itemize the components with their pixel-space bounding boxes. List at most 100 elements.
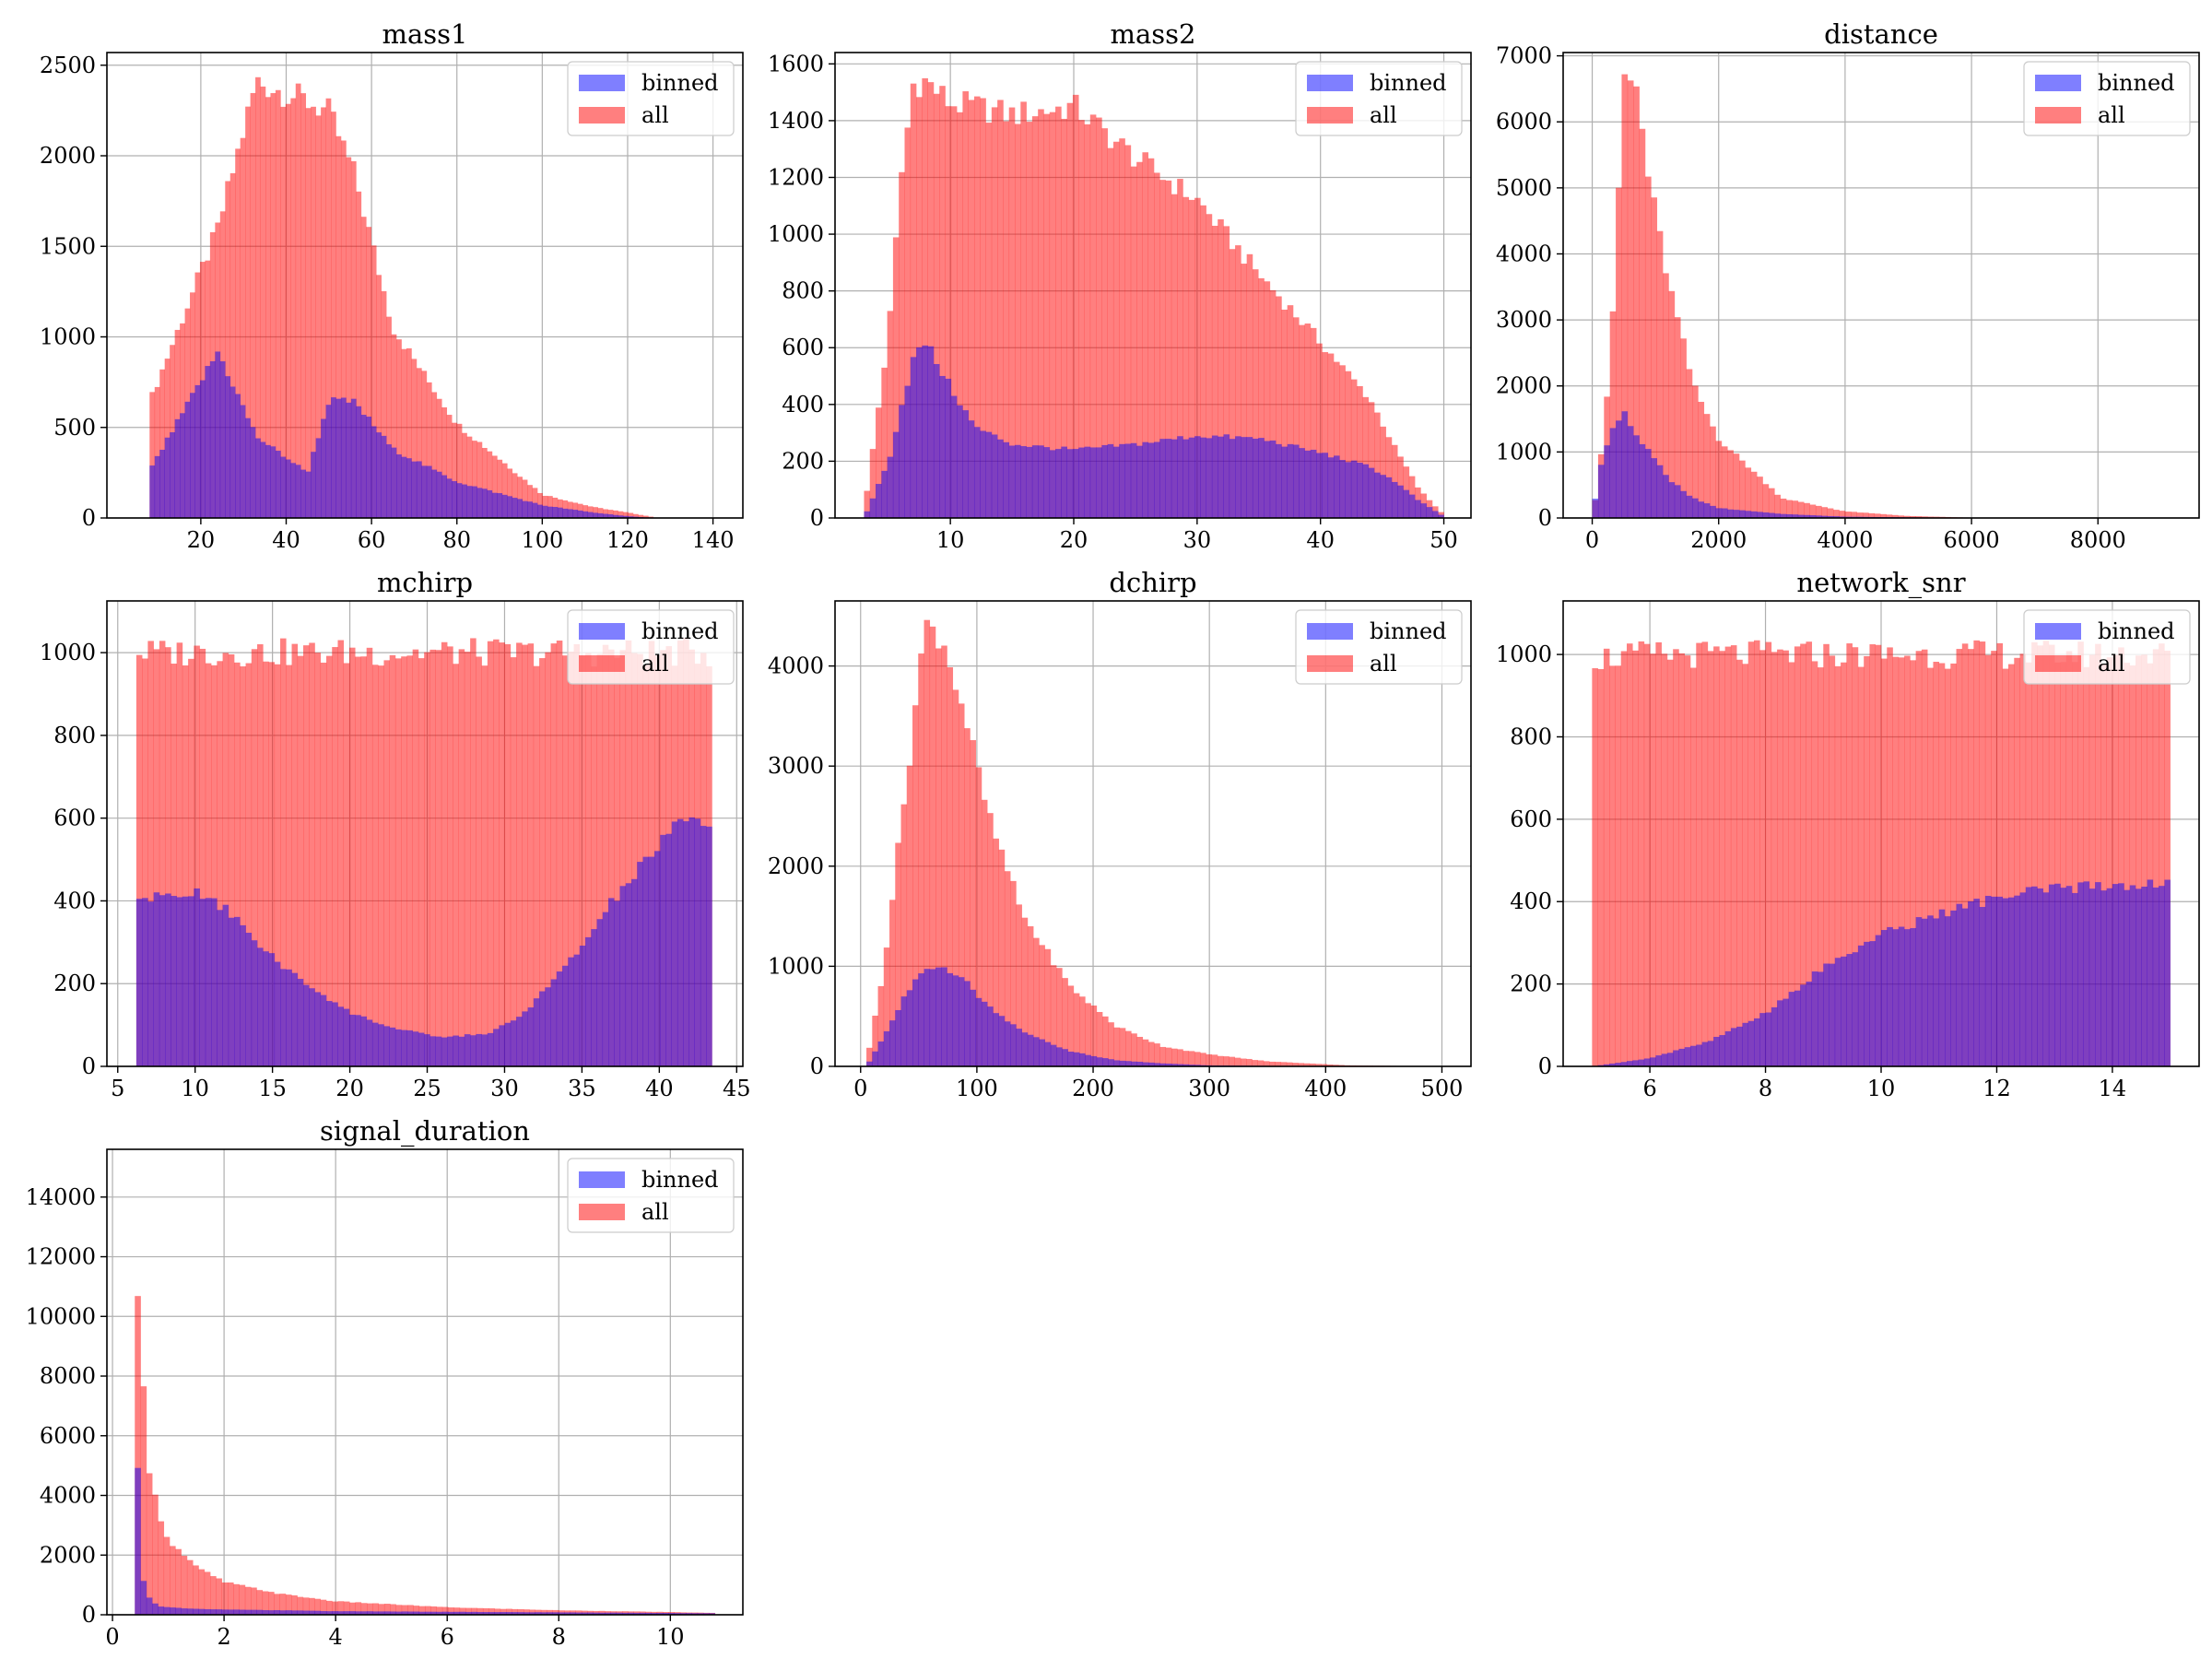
bar-all (1043, 113, 1051, 518)
bar-all (325, 98, 332, 518)
bar-all (487, 451, 493, 518)
x-tick-label: 500 (1421, 1076, 1464, 1101)
bar-binned (1188, 1065, 1195, 1066)
bar-all (2106, 657, 2113, 1066)
bar-all (1690, 667, 1697, 1066)
bar-binned (619, 886, 627, 1066)
bar-binned (436, 1611, 443, 1615)
bar-all (446, 415, 453, 518)
bar-all (2002, 668, 2009, 1066)
bar-binned (1108, 1059, 1114, 1066)
bar-all (2147, 663, 2154, 1066)
x-tick-label: 40 (1306, 527, 1335, 553)
bar-all (181, 1555, 188, 1615)
x-tick-label: 120 (606, 527, 649, 553)
bar-all (355, 656, 361, 1066)
bar-binned (1124, 443, 1132, 518)
bar-all (227, 1582, 234, 1615)
bar-binned (462, 484, 467, 518)
y-tick-label: 600 (1510, 806, 1552, 832)
bar-all (500, 1608, 507, 1615)
bar-binned (465, 1611, 472, 1615)
bar-binned (958, 977, 965, 1066)
bar-binned (683, 821, 689, 1066)
bar-binned (372, 1611, 379, 1615)
bar-binned (171, 896, 177, 1066)
bar-binned (628, 516, 634, 518)
bar-all (1736, 659, 1743, 1066)
bar-binned (2164, 879, 2171, 1066)
bar-all (1638, 641, 1645, 1066)
bar-all (527, 485, 533, 518)
bar-all (462, 432, 467, 518)
bar-binned (371, 426, 377, 518)
bar-binned (314, 1610, 321, 1615)
bar-all (360, 1603, 368, 1615)
bar-all (1759, 650, 1766, 1066)
bar-binned (456, 483, 463, 518)
bar-all (1102, 1016, 1109, 1066)
bar-all (1968, 649, 1974, 1066)
bar-all (510, 657, 517, 1066)
bar-all (1655, 641, 1662, 1066)
bar-binned (1235, 436, 1241, 518)
bar-all (622, 512, 629, 518)
bar-all (1206, 1053, 1213, 1066)
bar-all (1973, 640, 1980, 1066)
x-tick-label: 4000 (1817, 527, 1873, 553)
bar-binned (877, 1041, 885, 1066)
bar-all (1020, 101, 1027, 519)
bar-binned (985, 431, 993, 518)
bar-binned (660, 834, 666, 1066)
bar-binned (1246, 437, 1253, 518)
bar-all (413, 1606, 420, 1615)
bar-all (147, 641, 154, 1066)
bar-all (429, 649, 436, 1066)
bar-all (1229, 249, 1236, 518)
bar-all (1171, 194, 1178, 519)
y-tick-label: 2000 (768, 853, 824, 879)
bar-binned (1391, 481, 1398, 518)
x-tick-label: 15 (258, 1076, 287, 1101)
bar-all (1154, 172, 1160, 518)
bar-binned (199, 380, 206, 518)
bar-all (958, 703, 965, 1066)
bar-binned (1165, 1063, 1172, 1066)
bar-all (1327, 353, 1335, 518)
legend: binned all (567, 61, 735, 136)
x-tick-label: 12 (1983, 1076, 2011, 1101)
bar-all (335, 135, 342, 518)
bar-all (135, 1296, 141, 1615)
bar-all (2141, 654, 2147, 1066)
subplot-dchirp: 0 100 200 300 400 500 0 1000 2000 3000 4000 dchirp b… (768, 567, 1472, 1101)
bar-binned (477, 488, 483, 518)
bar-binned (386, 444, 392, 518)
bar-binned (916, 347, 923, 518)
bar-binned (240, 405, 246, 518)
bar-binned (219, 361, 226, 518)
bar-all (556, 641, 563, 1066)
bar-binned (1066, 449, 1074, 518)
bar-binned (355, 1611, 362, 1615)
y-tick-label: 600 (782, 335, 824, 360)
bar-binned (1811, 971, 1818, 1066)
bar-binned (1112, 446, 1120, 518)
bar-binned (1003, 441, 1010, 518)
bar-binned (164, 437, 171, 518)
bar-all (163, 1536, 171, 1615)
bar-binned (268, 1610, 275, 1615)
bar-binned (309, 988, 315, 1066)
bar-all (1299, 324, 1305, 518)
bar-binned (346, 402, 352, 518)
bar-all (286, 665, 292, 1066)
y-tick-label: 6000 (40, 1423, 96, 1449)
bar-all (1984, 654, 1992, 1066)
bar-binned (1956, 903, 1963, 1066)
bar-all (367, 1603, 373, 1615)
y-tick-label: 2000 (40, 143, 96, 169)
bar-binned (622, 1612, 629, 1615)
bar-binned (1823, 963, 1830, 1066)
x-tick-label: 2 (217, 1624, 230, 1650)
bar-all (573, 643, 581, 1066)
x-tick-label: 20 (187, 527, 216, 553)
